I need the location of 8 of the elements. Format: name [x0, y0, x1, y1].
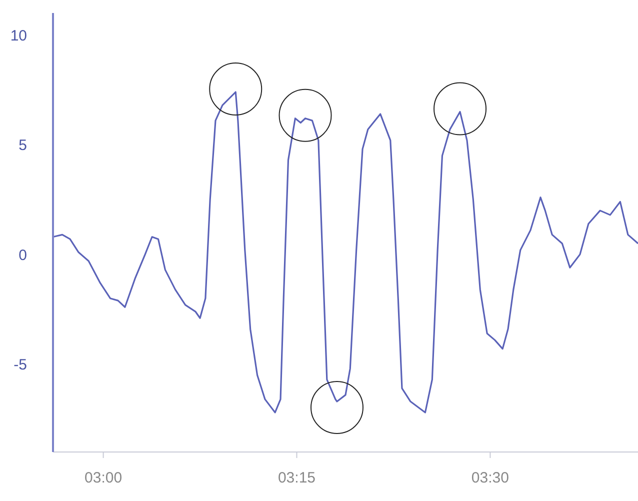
x-tick-label: 03:15 — [278, 470, 316, 487]
y-tick-label: 10 — [10, 27, 27, 44]
y-tick-label: -5 — [14, 356, 27, 374]
y-tick-label: 5 — [18, 137, 27, 154]
line-series — [53, 91, 638, 414]
y-tick-label: 0 — [18, 246, 27, 264]
x-tick-label: 03:30 — [471, 470, 509, 487]
x-tick-label: 03:00 — [84, 470, 122, 487]
